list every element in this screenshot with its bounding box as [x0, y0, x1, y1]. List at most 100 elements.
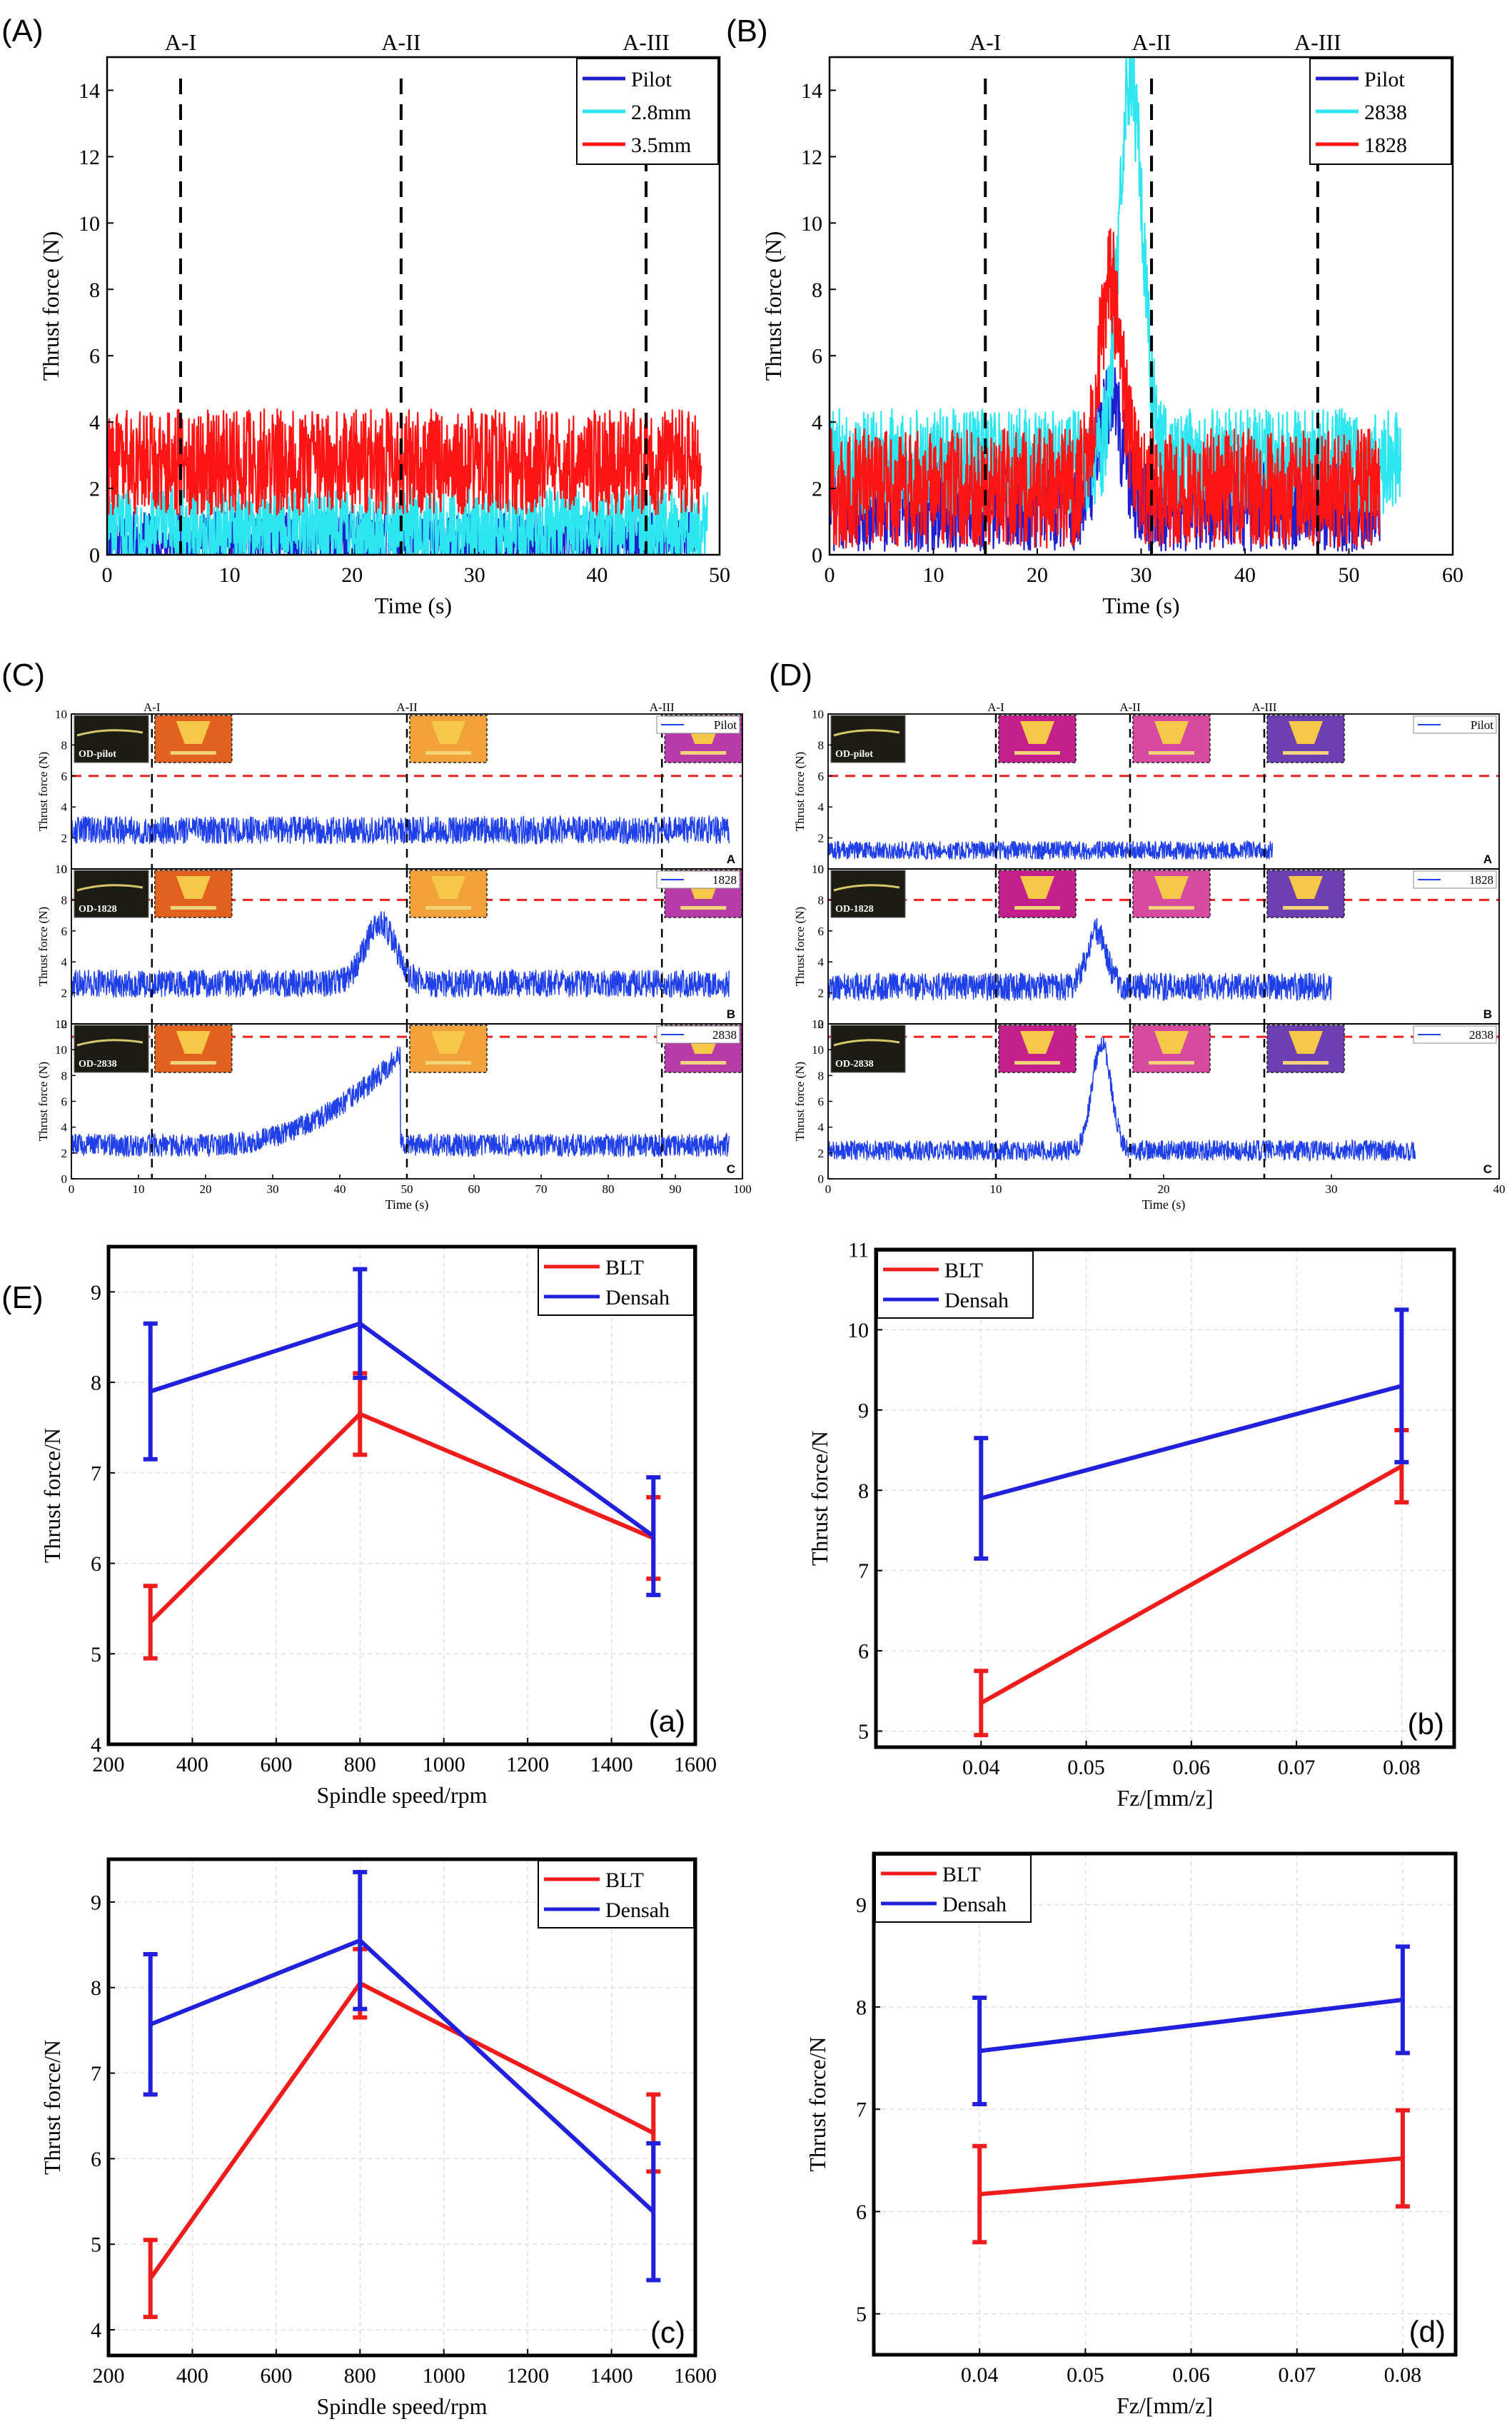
x-tick-label: 200 — [93, 2364, 125, 2388]
series-Densah — [974, 1307, 1409, 1561]
x-axis-label: Time (s) — [1102, 593, 1179, 618]
y-tick-label: 9 — [91, 1281, 101, 1304]
y-tick-label: 10 — [55, 1043, 67, 1057]
y-tick-label: 14 — [79, 79, 100, 103]
y-tick-label: 8 — [61, 1069, 68, 1082]
y-tick-label: 9 — [91, 1891, 101, 1914]
x-axis-label: Spindle speed/rpm — [316, 1782, 487, 1808]
y-tick-label: 10 — [847, 1319, 869, 1342]
y-tick-label: 10 — [812, 1043, 824, 1057]
series-line — [980, 1384, 1403, 1501]
y-tick-label: 10 — [55, 708, 67, 721]
x-tick-label: 0.05 — [1067, 2363, 1104, 2387]
series-line — [979, 1464, 1403, 1705]
x-tick-label: 400 — [176, 1753, 208, 1776]
bone-surface-shape — [680, 906, 727, 910]
y-tick-label: 0 — [818, 863, 825, 876]
x-tick-label: 80 — [603, 1182, 615, 1196]
plot-area-B: A-I A-II A-III 0 10 20 30 40 50 60 0 2 4 6 8 10 12 14 Time… — [760, 29, 1463, 618]
y-tick-label: 2 — [61, 1147, 68, 1160]
x-tick-label: 40 — [334, 1182, 346, 1196]
axes-frame — [872, 1851, 1458, 2357]
drill-heat-shape — [1289, 721, 1323, 744]
bone-surface-shape — [1014, 906, 1060, 910]
y-tick-label: 0 — [818, 1172, 825, 1186]
x-tick-label: 0 — [825, 563, 835, 587]
subplot-corner-label: (d) — [1409, 2315, 1446, 2348]
y-axis-label: Thrust force (N) — [760, 231, 786, 381]
x-tick-label: 1600 — [674, 1753, 717, 1776]
series-BLT — [972, 2108, 1410, 2245]
specimen-photo-label: OD-2838 — [79, 1059, 117, 1070]
specimen-photo-highlight — [833, 729, 900, 737]
y-axis-label: Thrust force (N) — [36, 907, 50, 986]
plot-area-E-c: 200 400 600 800 1000 1200 1400 1600 4 5 6 7 8 9 Spindl… — [39, 1857, 717, 2419]
x-tick-label: 0.07 — [1278, 2363, 1316, 2387]
specimen-photo — [74, 870, 149, 918]
y-tick-label: 0 — [812, 544, 822, 568]
legend-box — [875, 1854, 1032, 1923]
x-tick-label: 90 — [670, 1182, 682, 1196]
x-axis-label: Spindle speed/rpm — [316, 2393, 487, 2419]
y-tick-label: 4 — [818, 800, 825, 814]
y-tick-label: 7 — [91, 1462, 101, 1485]
legend-label: Densah — [942, 1893, 1007, 1916]
specimen-photo-highlight — [76, 1039, 143, 1047]
legend-label: BLT — [944, 1259, 983, 1282]
axes-frame — [874, 1247, 1456, 1749]
x-tick-label: 1000 — [423, 1753, 465, 1776]
y-axis-label: Thrust force/N — [805, 2036, 830, 2171]
legend-label: BLT — [942, 1863, 981, 1886]
y-tick-label: 2 — [61, 832, 68, 845]
y-tick-label: 4 — [89, 411, 100, 435]
subplot-corner-label: (a) — [649, 1704, 685, 1738]
y-tick-label: 8 — [856, 1996, 867, 2019]
y-tick-label: 8 — [91, 1976, 101, 2000]
x-axis-label: Time (s) — [1142, 1197, 1186, 1212]
panel-label: (B) — [726, 14, 768, 49]
marker-label: A-I — [143, 700, 161, 714]
y-tick-label: 5 — [91, 1643, 101, 1666]
x-tick-label: 1400 — [590, 2364, 633, 2388]
y-tick-label: 4 — [91, 1734, 101, 1757]
bone-surface-shape — [170, 906, 216, 910]
drill-heat-shape — [1020, 876, 1054, 899]
signal-trace — [71, 1046, 730, 1158]
y-tick-label: 6 — [818, 1095, 825, 1109]
y-tick-label: 4 — [61, 800, 68, 814]
drill-heat-shape — [176, 876, 211, 899]
x-tick-label: 0.08 — [1384, 2363, 1422, 2387]
plot-area-A: A-I A-II A-III 0 10 20 30 40 50 0 2 4 6 8 10 12 14 Time (… — [38, 29, 730, 618]
y-tick-label: 8 — [812, 278, 822, 302]
series-Densah — [972, 1944, 1410, 2106]
y-tick-label: 6 — [61, 770, 68, 783]
x-tick-label: 600 — [260, 1753, 292, 1776]
marker-label: A-III — [1294, 29, 1341, 55]
specimen-photo-highlight — [76, 884, 143, 892]
signal-trace — [827, 1037, 1416, 1162]
specimen-photo-label: OD-1828 — [835, 904, 874, 915]
drill-heat-shape — [1154, 1031, 1189, 1054]
x-tick-label: 70 — [535, 1182, 548, 1196]
subplot-1828: OD-1828 0 2 4 6 8 10 Thrust force (N) 1828 B — [36, 863, 743, 1031]
x-tick-label: 50 — [709, 563, 730, 587]
y-tick-label: 4 — [818, 955, 825, 969]
legend-label: BLT — [605, 1869, 644, 1892]
x-tick-label: 20 — [1158, 1182, 1170, 1196]
y-tick-label: 6 — [91, 1552, 101, 1576]
x-axis-label: Fz/[mm/z] — [1117, 1785, 1213, 1811]
x-tick-label: 0 — [102, 563, 113, 587]
x-axis-label: Time (s) — [375, 593, 452, 618]
legend-label: 2838 — [712, 1028, 737, 1042]
bone-surface-shape — [1014, 1061, 1060, 1065]
y-tick-label: 12 — [79, 146, 100, 169]
y-tick-label: 6 — [61, 1095, 68, 1109]
specimen-photo-label: OD-pilot — [79, 749, 116, 760]
series-1828-trace — [828, 228, 1381, 549]
specimen-photo — [830, 870, 906, 918]
bone-surface-shape — [680, 1061, 727, 1065]
series-BLT — [974, 1427, 1409, 1738]
y-tick-label: 4 — [818, 1121, 825, 1135]
marker-label: A-II — [381, 29, 420, 55]
